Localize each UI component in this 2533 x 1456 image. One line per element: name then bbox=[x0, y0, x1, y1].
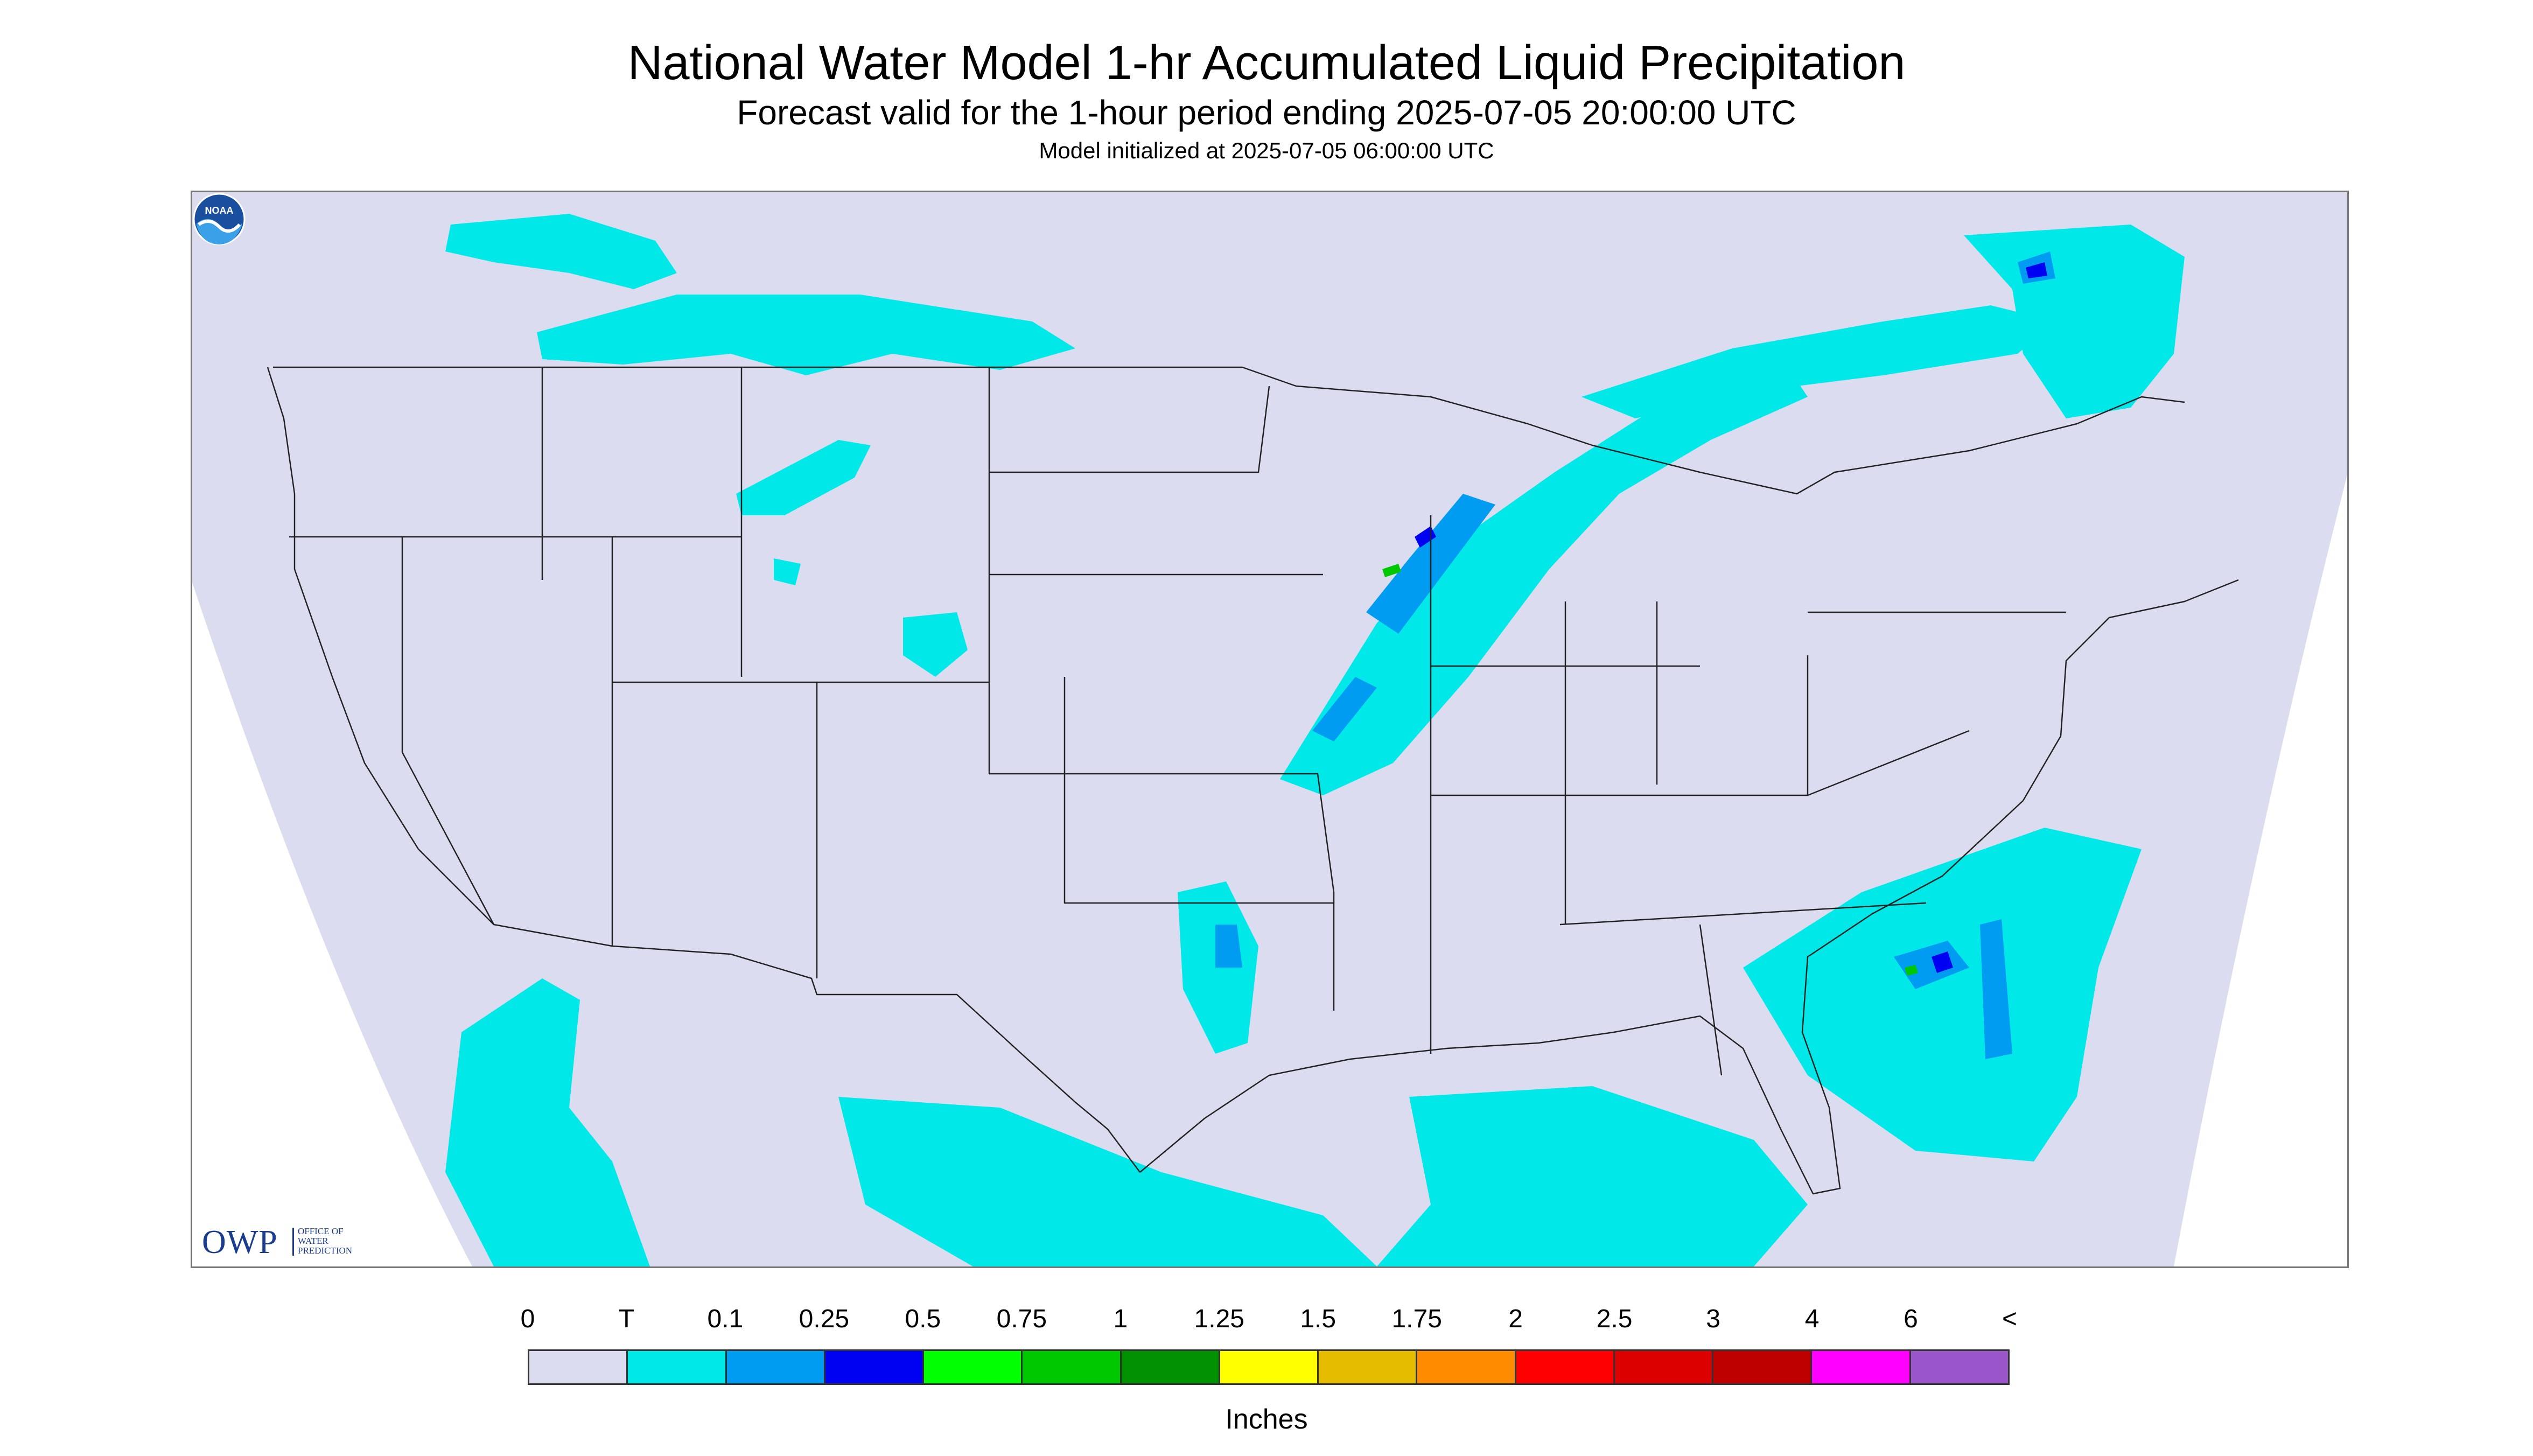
state-line-n-17 bbox=[1699, 924, 1723, 1076]
legend-swatch-14 bbox=[1911, 1351, 2008, 1383]
owp-logo-line-3: PREDICTION bbox=[298, 1245, 353, 1256]
canada-us-border bbox=[273, 366, 2185, 495]
legend-swatch-0 bbox=[529, 1351, 628, 1383]
precip-area-southeast bbox=[1743, 828, 2142, 1161]
legend-tick-9: 1.75 bbox=[1391, 1305, 1442, 1333]
precip-area-montana bbox=[736, 440, 871, 515]
owp-logo-divider bbox=[292, 1228, 294, 1256]
legend-tick-1: T bbox=[618, 1305, 635, 1333]
legend-tick-0: 0 bbox=[520, 1305, 535, 1333]
legend-swatch-4 bbox=[924, 1351, 1023, 1383]
legend-tick-11: 2.5 bbox=[1596, 1305, 1633, 1333]
mexico-us-border bbox=[612, 945, 1140, 1173]
legend-tick-15: < bbox=[2002, 1305, 2018, 1333]
precip-area-pacific bbox=[445, 978, 650, 1266]
state-line-n-5 bbox=[989, 386, 1270, 473]
legend-tick-14: 6 bbox=[1904, 1305, 1918, 1333]
legend-tick-5: 0.75 bbox=[996, 1305, 1047, 1333]
legend-color-bar bbox=[528, 1349, 2010, 1385]
owp-logo-letters: OWP bbox=[202, 1224, 278, 1261]
legend-swatch-7 bbox=[1220, 1351, 1319, 1383]
legend-tick-6: 1 bbox=[1113, 1305, 1128, 1333]
state-line-n-9 bbox=[989, 773, 1335, 1011]
precip-area-mexico bbox=[838, 1097, 1377, 1266]
legend-tick-2: 0.1 bbox=[707, 1305, 744, 1333]
gulf-coast bbox=[1139, 579, 2239, 1195]
map-subtitle: Forecast valid for the 1-hour period end… bbox=[737, 93, 1796, 132]
precip-core-texas bbox=[1215, 925, 1242, 968]
map-canvas bbox=[192, 192, 2347, 1266]
legend-tick-3: 0.25 bbox=[799, 1305, 850, 1333]
precip-trace bbox=[445, 214, 2185, 1266]
precip-area-canada-east-band bbox=[1582, 305, 2055, 418]
legend-tick-labels: 0 T 0.1 0.25 0.5 0.75 1 1.25 1.5 1.75 2 2.5 3 4 6 < bbox=[0, 1304, 2533, 1336]
legend-tick-7: 1.25 bbox=[1194, 1305, 1244, 1333]
state-line-n-20 bbox=[401, 537, 495, 925]
precip-core-iowa bbox=[1312, 677, 1377, 741]
pacific-coast bbox=[267, 367, 613, 947]
legend-swatch-2 bbox=[726, 1351, 825, 1383]
precip-area-gulf bbox=[1377, 1086, 1808, 1266]
model-init-line: Model initialized at 2025-07-05 06:00:00… bbox=[1039, 138, 1494, 163]
precip-area-northwest bbox=[445, 214, 677, 289]
legend-tick-13: 4 bbox=[1804, 1305, 1820, 1333]
owp-logo-line-2: WATER bbox=[298, 1236, 328, 1246]
owp-logo-line-1: OFFICE OF bbox=[298, 1226, 344, 1236]
legend-swatch-1 bbox=[628, 1351, 727, 1383]
legend-swatch-6 bbox=[1121, 1351, 1220, 1383]
boundary-lines bbox=[267, 366, 2239, 1195]
state-line-n-18 bbox=[1807, 655, 1970, 796]
precip-area-wyoming-a bbox=[774, 558, 801, 585]
state-line-n-10 bbox=[1063, 677, 1334, 904]
precipitation-map: OWP OFFICE OF WATER PREDICTION NOAA bbox=[191, 191, 2349, 1268]
legend-swatch-13 bbox=[1812, 1351, 1911, 1383]
legend-swatch-3 bbox=[825, 1351, 925, 1383]
precip-area-canada-west bbox=[537, 295, 1075, 375]
precip-area-quebec bbox=[1964, 225, 2185, 418]
legend-tick-10: 2 bbox=[1508, 1305, 1523, 1333]
precip-green bbox=[1382, 564, 1918, 976]
legend-tick-12: 3 bbox=[1706, 1305, 1720, 1333]
precip-area-colorado bbox=[903, 612, 968, 677]
precip-max-quebec bbox=[2026, 262, 2047, 278]
precip-heavy bbox=[1415, 262, 2047, 973]
owp-logo: OWP OFFICE OF WATER PREDICTION bbox=[202, 1223, 385, 1261]
map-title: National Water Model 1-hr Accumulated Li… bbox=[627, 36, 1906, 90]
precip-peak-carolina bbox=[1905, 965, 1918, 976]
legend-swatch-9 bbox=[1417, 1351, 1516, 1383]
legend-swatch-11 bbox=[1614, 1351, 1714, 1383]
state-line-n-16 bbox=[1559, 902, 1927, 926]
noaa-logo-text: NOAA bbox=[205, 205, 234, 216]
noaa-logo: NOAA bbox=[193, 193, 246, 246]
legend-tick-4: 0.5 bbox=[905, 1305, 941, 1333]
precip-core-carolina-a bbox=[1894, 941, 1969, 989]
legend-swatch-5 bbox=[1023, 1351, 1122, 1383]
precip-peak-minnesota bbox=[1382, 564, 1401, 577]
precip-max-carolina bbox=[1932, 951, 1953, 973]
legend-units: Inches bbox=[1225, 1404, 1308, 1435]
precip-area-upper-midwest-band bbox=[1280, 365, 1808, 795]
owp-logo-subtext: OFFICE OF WATER PREDICTION bbox=[298, 1227, 379, 1256]
legend-swatch-8 bbox=[1319, 1351, 1418, 1383]
legend-swatch-12 bbox=[1713, 1351, 1813, 1383]
legend-swatch-10 bbox=[1516, 1351, 1615, 1383]
legend-tick-8: 1.5 bbox=[1300, 1305, 1337, 1333]
precip-core-carolina-b bbox=[1980, 919, 2012, 1059]
